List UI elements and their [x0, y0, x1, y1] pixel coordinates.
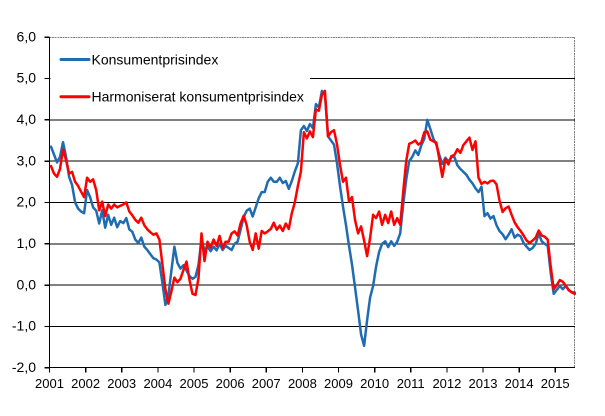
svg-text:2007: 2007 [252, 376, 281, 391]
svg-text:Konsumentprisindex: Konsumentprisindex [92, 51, 219, 67]
svg-text:1,0: 1,0 [17, 235, 37, 251]
svg-text:-2,0: -2,0 [12, 359, 36, 375]
svg-text:4,0: 4,0 [17, 111, 37, 127]
svg-text:3,0: 3,0 [17, 152, 37, 168]
svg-text:-1,0: -1,0 [12, 318, 36, 334]
svg-text:2011: 2011 [397, 376, 425, 391]
svg-text:2015: 2015 [541, 376, 570, 391]
svg-text:2,0: 2,0 [17, 194, 37, 210]
svg-text:2003: 2003 [107, 376, 136, 391]
svg-text:2012: 2012 [432, 376, 461, 391]
svg-text:6,0: 6,0 [17, 28, 37, 44]
svg-text:2008: 2008 [288, 376, 317, 391]
svg-text:2004: 2004 [143, 376, 172, 391]
svg-text:2013: 2013 [469, 376, 498, 391]
svg-text:0,0: 0,0 [17, 276, 37, 292]
svg-text:2001: 2001 [35, 376, 64, 391]
svg-text:5,0: 5,0 [17, 70, 37, 86]
svg-text:2014: 2014 [505, 376, 534, 391]
svg-text:Harmoniserat konsumentprisinde: Harmoniserat konsumentprisindex [92, 89, 304, 105]
svg-text:2005: 2005 [180, 376, 209, 391]
svg-text:2009: 2009 [324, 376, 353, 391]
svg-text:2006: 2006 [216, 376, 245, 391]
svg-text:2010: 2010 [360, 376, 389, 391]
svg-text:2002: 2002 [71, 376, 100, 391]
